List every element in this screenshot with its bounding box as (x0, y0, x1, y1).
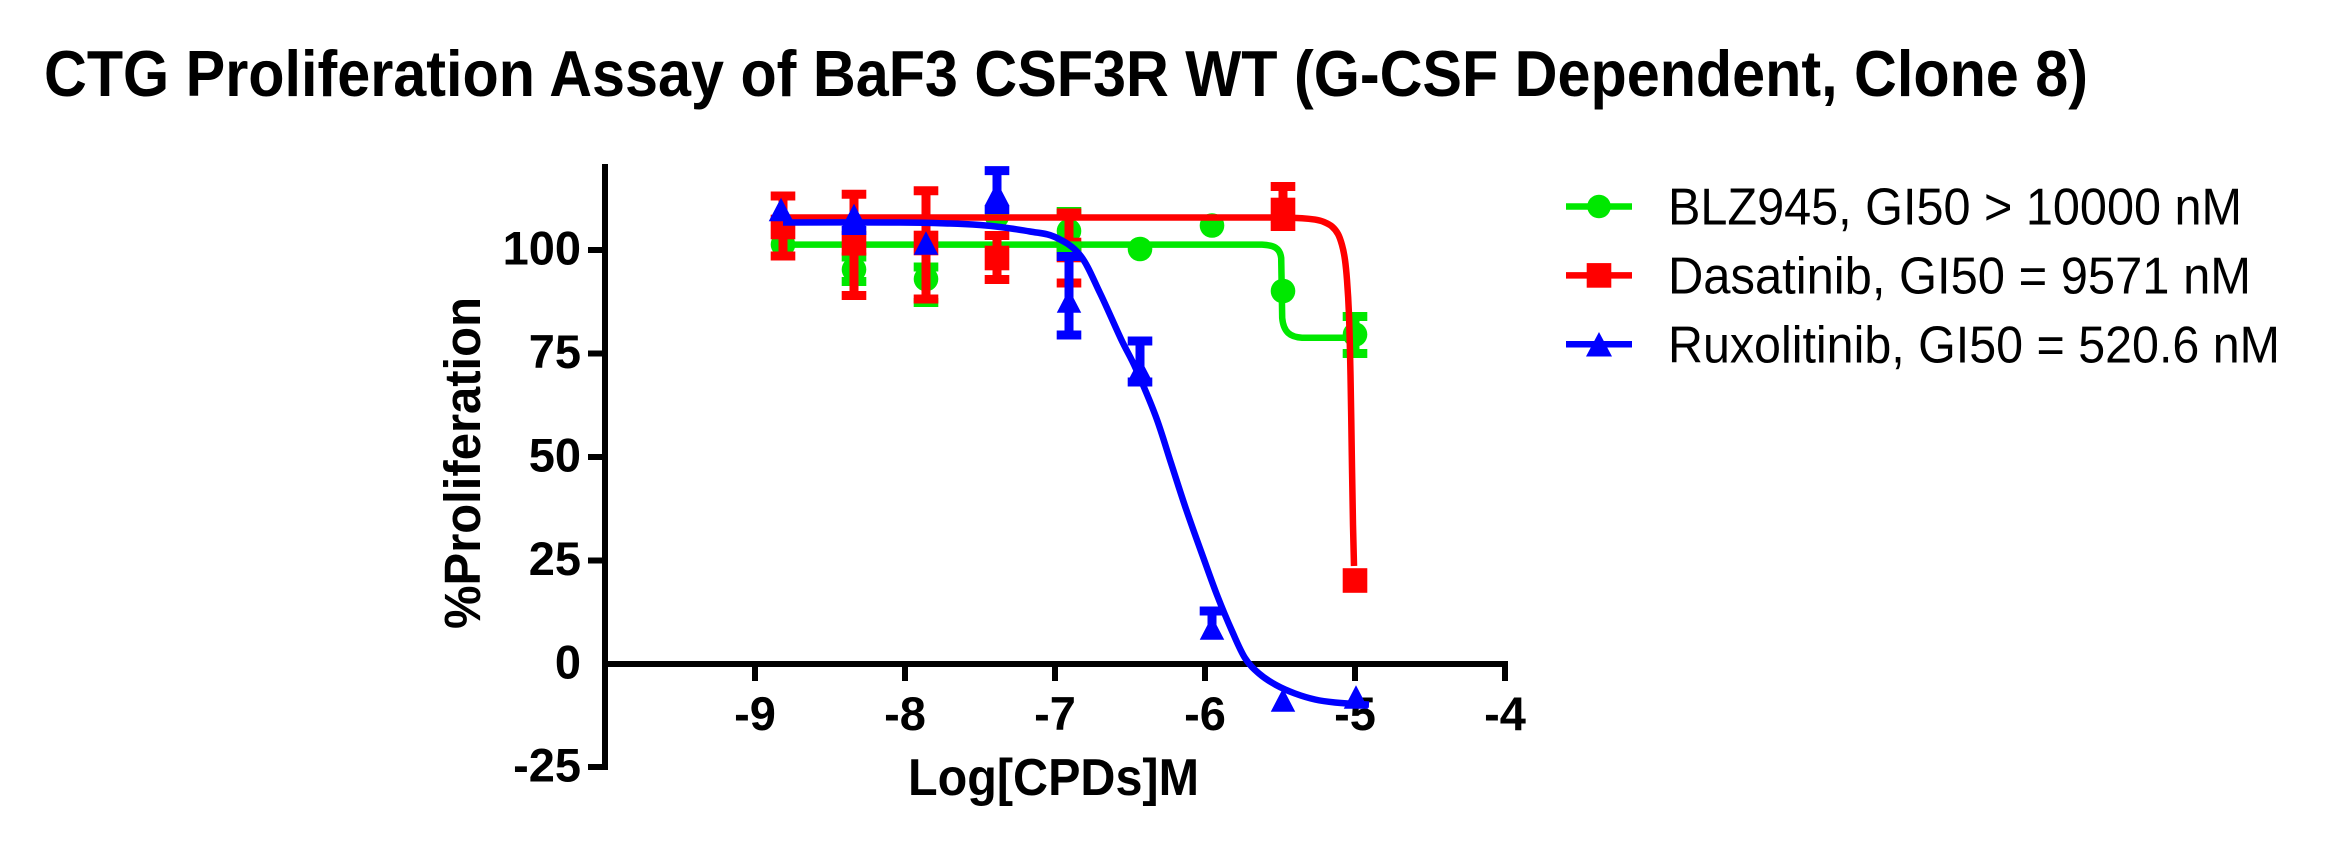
svg-text:Ruxolitinib, GI50 = 520.6 nM: Ruxolitinib, GI50 = 520.6 nM (1668, 317, 2280, 375)
svg-text:-4: -4 (1484, 687, 1526, 740)
svg-text:BLZ945, GI50 > 10000 nM: BLZ945, GI50 > 10000 nM (1668, 179, 2242, 237)
svg-text:50: 50 (529, 429, 581, 482)
svg-text:%Proliferation: %Proliferation (434, 297, 491, 629)
svg-text:-25: -25 (513, 739, 581, 792)
svg-text:100: 100 (503, 222, 581, 275)
svg-text:25: 25 (529, 532, 581, 585)
svg-text:-6: -6 (1184, 687, 1226, 740)
svg-text:Log[CPDs]M: Log[CPDs]M (908, 749, 1199, 807)
svg-text:-8: -8 (884, 687, 926, 740)
svg-text:Dasatinib, GI50 = 9571 nM: Dasatinib, GI50 = 9571 nM (1668, 248, 2251, 306)
svg-text:CTG Proliferation Assay of BaF: CTG Proliferation Assay of BaF3 CSF3R WT… (44, 37, 2088, 110)
svg-text:0: 0 (555, 636, 581, 689)
svg-text:-9: -9 (734, 687, 776, 740)
svg-text:-7: -7 (1034, 687, 1076, 740)
svg-text:75: 75 (529, 325, 581, 378)
